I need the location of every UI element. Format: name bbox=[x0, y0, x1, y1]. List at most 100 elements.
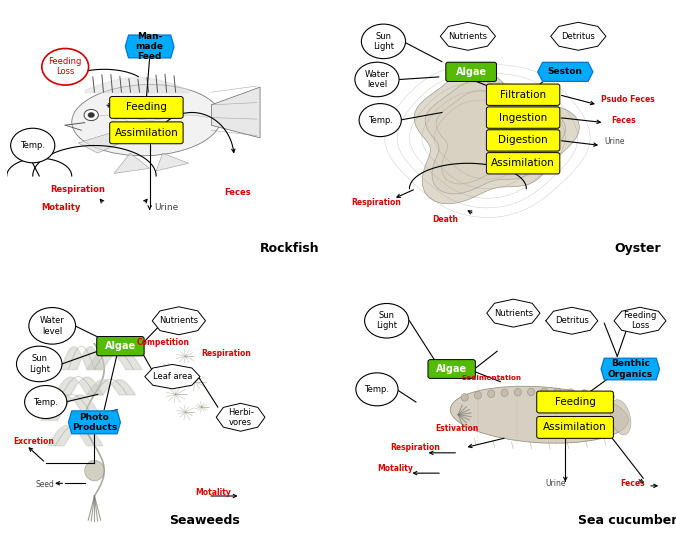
Text: Sedimentation: Sedimentation bbox=[462, 376, 521, 382]
Text: Temp.: Temp. bbox=[33, 397, 58, 407]
Circle shape bbox=[364, 304, 409, 338]
Text: Oyster: Oyster bbox=[614, 242, 660, 255]
Text: Feeding: Feeding bbox=[554, 397, 596, 407]
Text: Estivation: Estivation bbox=[435, 424, 479, 433]
Polygon shape bbox=[487, 299, 540, 327]
Polygon shape bbox=[78, 133, 120, 153]
Text: Detritus: Detritus bbox=[555, 316, 589, 325]
Text: Detritus: Detritus bbox=[561, 32, 596, 41]
Polygon shape bbox=[601, 358, 660, 380]
Circle shape bbox=[24, 385, 67, 419]
Polygon shape bbox=[145, 365, 200, 389]
Polygon shape bbox=[537, 62, 593, 81]
FancyBboxPatch shape bbox=[487, 107, 560, 128]
Ellipse shape bbox=[450, 386, 629, 443]
Circle shape bbox=[362, 24, 406, 59]
Text: Nutrients: Nutrients bbox=[160, 316, 199, 325]
FancyBboxPatch shape bbox=[445, 62, 496, 82]
FancyBboxPatch shape bbox=[487, 153, 560, 174]
Text: Feces: Feces bbox=[611, 116, 635, 125]
Ellipse shape bbox=[607, 393, 614, 401]
Text: Seaweeds: Seaweeds bbox=[169, 514, 240, 527]
Text: Motality: Motality bbox=[195, 488, 231, 496]
FancyBboxPatch shape bbox=[110, 96, 183, 118]
Text: Feces: Feces bbox=[621, 479, 645, 488]
Text: Urine: Urine bbox=[155, 203, 178, 212]
Ellipse shape bbox=[581, 390, 588, 397]
Text: Benthic
Organics: Benthic Organics bbox=[608, 359, 653, 379]
Text: Water
level: Water level bbox=[40, 316, 65, 336]
Text: Algae: Algae bbox=[436, 364, 467, 374]
Text: Nutrients: Nutrients bbox=[448, 32, 487, 41]
Text: Sea cucumber: Sea cucumber bbox=[578, 514, 676, 527]
Circle shape bbox=[16, 346, 62, 381]
Text: Seed: Seed bbox=[36, 480, 55, 489]
Polygon shape bbox=[212, 87, 260, 138]
Text: Temp.: Temp. bbox=[20, 141, 45, 150]
Circle shape bbox=[356, 373, 398, 406]
Text: Rockfish: Rockfish bbox=[260, 242, 320, 255]
Text: Assimilation: Assimilation bbox=[544, 422, 607, 432]
Circle shape bbox=[359, 104, 402, 137]
Ellipse shape bbox=[72, 84, 221, 156]
Text: Motality: Motality bbox=[41, 203, 80, 212]
Text: Sun
Light: Sun Light bbox=[373, 32, 394, 51]
Text: Respiration: Respiration bbox=[201, 349, 251, 358]
Ellipse shape bbox=[487, 390, 495, 398]
FancyBboxPatch shape bbox=[537, 391, 613, 413]
Text: Assimilation: Assimilation bbox=[114, 128, 178, 138]
Text: Feeding
Loss: Feeding Loss bbox=[623, 311, 656, 330]
Text: Ingestion: Ingestion bbox=[499, 113, 548, 123]
Text: Temp.: Temp. bbox=[364, 385, 389, 394]
Ellipse shape bbox=[461, 393, 468, 401]
FancyBboxPatch shape bbox=[97, 336, 144, 356]
Polygon shape bbox=[440, 22, 496, 50]
Ellipse shape bbox=[567, 389, 575, 396]
Text: Nutrients: Nutrients bbox=[493, 308, 533, 318]
Ellipse shape bbox=[475, 391, 481, 399]
Text: Feces: Feces bbox=[224, 188, 251, 197]
Polygon shape bbox=[216, 403, 265, 431]
Ellipse shape bbox=[610, 399, 631, 435]
Polygon shape bbox=[414, 70, 579, 204]
Text: Digestion: Digestion bbox=[498, 135, 548, 146]
Text: Death: Death bbox=[432, 215, 458, 223]
Text: Assimilation: Assimilation bbox=[491, 158, 555, 168]
Text: Psudo Feces: Psudo Feces bbox=[601, 95, 655, 104]
Polygon shape bbox=[68, 411, 120, 434]
FancyBboxPatch shape bbox=[537, 416, 613, 438]
Ellipse shape bbox=[501, 389, 508, 397]
Text: Excretion: Excretion bbox=[14, 437, 54, 446]
FancyBboxPatch shape bbox=[428, 360, 475, 378]
Ellipse shape bbox=[514, 389, 521, 396]
Text: Respiration: Respiration bbox=[351, 198, 401, 207]
Polygon shape bbox=[551, 22, 606, 50]
Ellipse shape bbox=[84, 461, 104, 481]
Text: Algae: Algae bbox=[105, 341, 136, 351]
Text: Herbi-
vores: Herbi- vores bbox=[228, 408, 254, 427]
Polygon shape bbox=[614, 307, 666, 334]
Polygon shape bbox=[546, 307, 598, 334]
Ellipse shape bbox=[594, 391, 601, 398]
FancyBboxPatch shape bbox=[110, 122, 183, 144]
Text: Respiration: Respiration bbox=[390, 443, 440, 452]
Text: Seston: Seston bbox=[548, 68, 583, 76]
Text: Urine: Urine bbox=[604, 137, 625, 146]
Text: Feeding: Feeding bbox=[126, 102, 167, 112]
Text: Respiration: Respiration bbox=[51, 185, 105, 195]
FancyBboxPatch shape bbox=[487, 130, 560, 151]
Text: Leaf area: Leaf area bbox=[153, 372, 192, 381]
Polygon shape bbox=[436, 90, 552, 184]
Circle shape bbox=[84, 110, 98, 120]
Text: Temp.: Temp. bbox=[368, 116, 393, 125]
Text: Photo
Products: Photo Products bbox=[72, 413, 117, 432]
Text: Algae: Algae bbox=[456, 67, 487, 77]
Text: Sun
Light: Sun Light bbox=[377, 311, 397, 330]
Circle shape bbox=[11, 128, 55, 163]
Ellipse shape bbox=[541, 388, 548, 396]
Circle shape bbox=[355, 62, 399, 97]
Text: Sun
Light: Sun Light bbox=[29, 354, 50, 374]
Polygon shape bbox=[152, 307, 206, 335]
Circle shape bbox=[29, 307, 76, 344]
Polygon shape bbox=[125, 35, 174, 58]
